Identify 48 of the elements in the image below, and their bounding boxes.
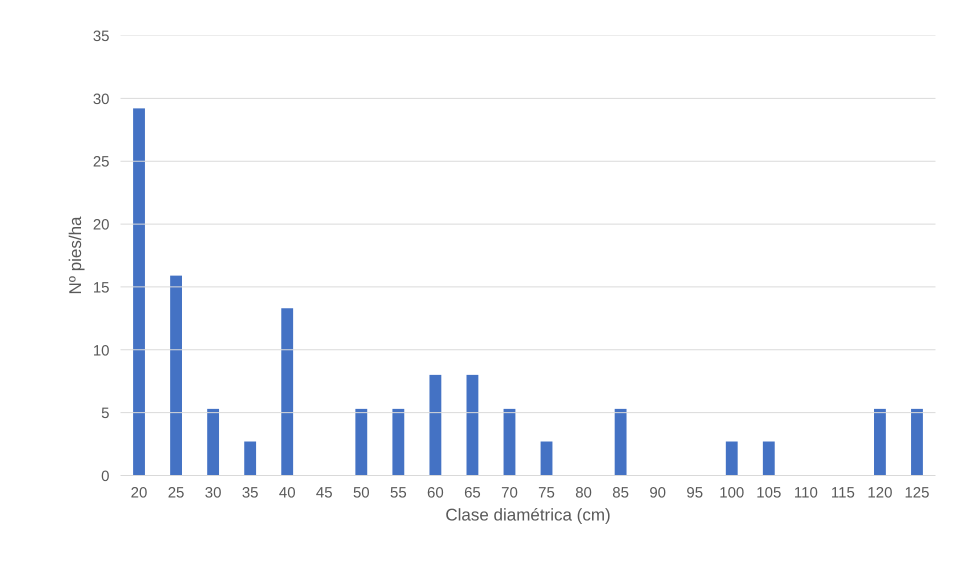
bar — [355, 408, 368, 476]
x-tick-label: 95 — [686, 484, 704, 502]
x-tick-label: 20 — [130, 484, 148, 502]
bar — [540, 442, 552, 476]
x-tick-label: 50 — [352, 484, 370, 502]
y-tick-label: 15 — [92, 279, 110, 296]
bar — [133, 108, 145, 476]
bar — [504, 408, 516, 476]
bar — [762, 442, 775, 476]
bar — [614, 408, 627, 476]
bar — [207, 408, 220, 476]
y-tick-label: 10 — [92, 342, 110, 360]
x-tick-label: 120 — [867, 484, 892, 502]
x-tick-label: 35 — [242, 484, 259, 502]
x-tick-label: 110 — [794, 484, 818, 502]
y-tick-label: 25 — [92, 154, 110, 171]
x-tick-label: 115 — [830, 484, 855, 502]
x-tick-label: 85 — [612, 484, 629, 502]
bar — [392, 408, 404, 476]
x-tick-label: 125 — [904, 484, 930, 502]
y-tick-label: 5 — [101, 405, 110, 422]
x-tick-label: 65 — [464, 484, 481, 502]
x-tick-label: 75 — [538, 484, 555, 502]
bar — [911, 408, 923, 476]
bar — [726, 442, 738, 476]
x-tick-label: 105 — [756, 484, 782, 502]
bar — [874, 408, 886, 476]
x-tick-label: 80 — [575, 484, 592, 502]
x-tick-label: 60 — [427, 484, 444, 502]
y-tick-label: 20 — [92, 216, 110, 234]
x-tick-label: 30 — [204, 484, 222, 502]
bar — [244, 442, 256, 476]
bar — [429, 374, 442, 476]
x-axis-title: Clase diamétrica (cm) — [445, 506, 611, 524]
bar — [170, 276, 182, 476]
bar — [466, 374, 478, 476]
x-tick-label: 45 — [316, 484, 333, 502]
x-tick-label: 100 — [719, 484, 744, 502]
y-tick-label: 30 — [92, 90, 110, 108]
y-tick-label: 0 — [101, 468, 110, 485]
x-tick-label: 55 — [390, 484, 407, 502]
x-tick-label: 70 — [501, 484, 518, 502]
bar — [281, 308, 294, 476]
x-tick-label: 90 — [649, 484, 666, 502]
y-tick-label: 35 — [92, 28, 110, 45]
x-tick-label: 40 — [278, 484, 296, 502]
x-tick-label: 25 — [168, 484, 184, 502]
y-axis-title: Nº pies/ha — [66, 216, 85, 295]
